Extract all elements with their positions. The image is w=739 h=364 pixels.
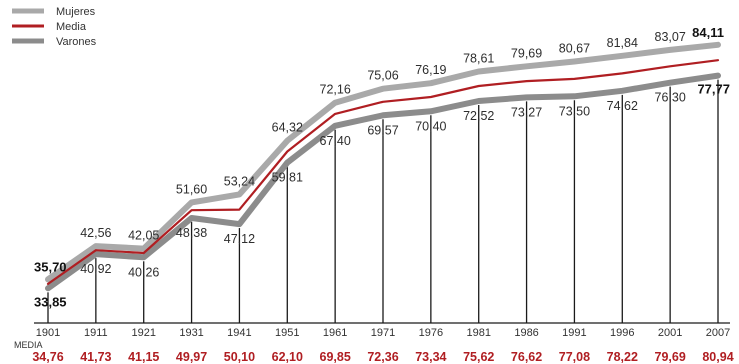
media-value-1971: 72,36 — [367, 350, 398, 364]
x-tick-1911: 1911 — [84, 327, 108, 339]
label-varones-1981: 72,52 — [463, 109, 494, 123]
label-varones-1991: 73,50 — [559, 104, 590, 118]
media-row-label: MEDIA — [14, 340, 43, 350]
x-tick-1971: 1971 — [371, 327, 395, 339]
legend-label-mujeres: Mujeres — [56, 6, 96, 18]
label-varones-1941: 47,12 — [224, 232, 255, 246]
label-varones-1986: 73,27 — [511, 105, 542, 119]
x-tick-1991: 1991 — [562, 327, 586, 339]
label-varones-1976: 70,40 — [415, 119, 446, 133]
media-value-1961: 69,85 — [320, 350, 351, 364]
label-mujeres-1941: 53,24 — [224, 174, 255, 188]
label-mujeres-1996: 81,84 — [607, 36, 638, 50]
media-value-1901: 34,76 — [32, 350, 63, 364]
label-mujeres-1971: 75,06 — [367, 69, 398, 83]
x-tick-2001: 2001 — [658, 327, 682, 339]
label-mujeres-1921: 42,05 — [128, 229, 159, 243]
series-lines — [45, 41, 721, 292]
label-varones-1971: 69,57 — [367, 123, 398, 137]
x-tick-1941: 1941 — [227, 327, 251, 339]
label-varones-1911: 40,92 — [80, 262, 111, 276]
media-value-1976: 73,34 — [415, 350, 446, 364]
x-tick-1986: 1986 — [514, 327, 538, 339]
label-varones-1921: 40,26 — [128, 265, 159, 279]
x-tick-1981: 1981 — [466, 327, 490, 339]
media-value-1981: 75,62 — [463, 350, 494, 364]
x-tick-1901: 1901 — [36, 327, 60, 339]
x-tick-1921: 1921 — [131, 327, 155, 339]
media-value-1941: 50,10 — [224, 350, 255, 364]
label-mujeres-1951: 64,32 — [272, 121, 303, 135]
legend: Mujeres Media Varones — [12, 6, 97, 48]
series-line-media — [46, 59, 720, 285]
label-mujeres-2001: 83,07 — [655, 30, 686, 44]
series-line-mujeres — [45, 41, 721, 283]
label-mujeres-1976: 76,19 — [415, 63, 446, 77]
media-value-2007: 80,94 — [702, 350, 733, 364]
legend-label-varones: Varones — [56, 36, 97, 48]
media-value-1986: 76,62 — [511, 350, 542, 364]
x-axis: 1901 1911 1921 1931 1941 1951 1961 1971 1976 1981… — [34, 322, 730, 339]
label-varones-1901: 33,85 — [34, 294, 67, 309]
media-value-1931: 49,97 — [176, 350, 207, 364]
label-varones-1961: 67,40 — [320, 134, 351, 148]
x-tick-2007: 2007 — [706, 327, 730, 339]
label-varones-1996: 74,62 — [607, 99, 638, 113]
label-mujeres-1961: 72,16 — [320, 83, 351, 97]
label-varones-2001: 76,30 — [655, 91, 686, 105]
label-varones-1951: 59,81 — [272, 171, 303, 185]
label-mujeres-1986: 79,69 — [511, 46, 542, 60]
media-value-1911: 41,73 — [80, 350, 111, 364]
x-tick-1931: 1931 — [179, 327, 203, 339]
x-tick-1951: 1951 — [275, 327, 299, 339]
x-tick-1996: 1996 — [610, 327, 634, 339]
label-mujeres-1911: 42,56 — [80, 226, 111, 240]
label-varones-2007: 77,77 — [697, 82, 730, 97]
x-tick-1976: 1976 — [419, 327, 443, 339]
media-value-2001: 79,69 — [655, 350, 686, 364]
label-mujeres-1931: 51,60 — [176, 182, 207, 196]
media-value-1921: 41,15 — [128, 350, 159, 364]
media-value-1951: 62,10 — [272, 350, 303, 364]
media-value-1991: 77,08 — [559, 350, 590, 364]
media-value-1996: 78,22 — [607, 350, 638, 364]
series-line-varones — [45, 72, 721, 292]
label-varones-1931: 48,38 — [176, 226, 207, 240]
x-tick-1961: 1961 — [323, 327, 347, 339]
label-mujeres-1981: 78,61 — [463, 51, 494, 65]
label-mujeres-1991: 80,67 — [559, 42, 590, 56]
vertical-gridlines — [47, 79, 719, 323]
label-mujeres-1901: 35,70 — [34, 259, 67, 274]
legend-label-media: Media — [56, 21, 87, 33]
value-labels: 35,70 42,56 42,05 51,60 53,24 64,32 72,16 75,06… — [34, 25, 730, 310]
label-mujeres-2007: 84,11 — [692, 25, 724, 40]
